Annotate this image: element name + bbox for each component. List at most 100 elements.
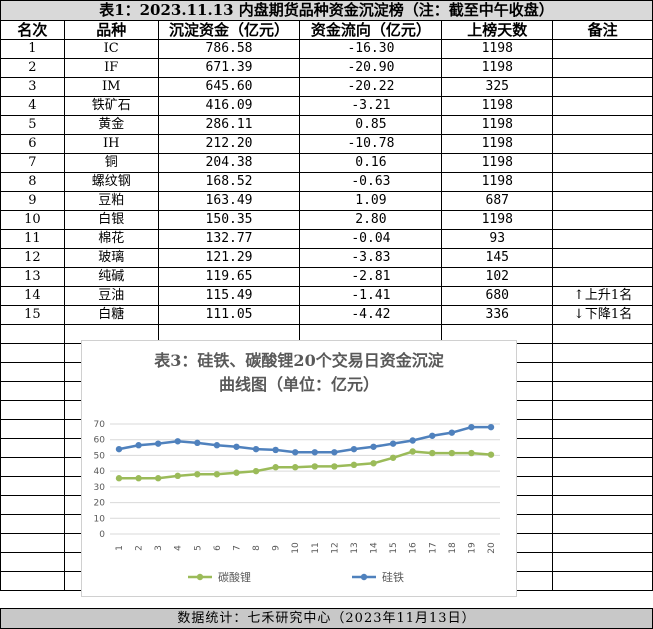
data-point — [331, 463, 338, 470]
header-row: 名次 品种 沉淀资金（亿元） 资金流向（亿元） 上榜天数 备注 — [0, 20, 653, 40]
table-row: 8 螺纹钢 168.52 -0.63 1198 — [0, 172, 653, 192]
series-line — [119, 450, 492, 480]
note-cell — [552, 58, 653, 78]
name-cell: 玻璃 — [63, 248, 159, 268]
note-cell — [552, 96, 653, 116]
fund-cell: 786.58 — [157, 39, 301, 59]
x-tick-label: 6 — [213, 545, 223, 551]
fund-cell: 163.49 — [157, 191, 301, 211]
flow-cell: 0.16 — [299, 153, 443, 173]
empty-cell — [0, 362, 65, 382]
line-chart: 表3：硅铁、碳酸锂20个交易日资金沉淀 曲线图（单位：亿元） 0 10 20 30 40… — [81, 340, 517, 597]
fund-cell: 671.39 — [157, 58, 301, 78]
data-point — [292, 449, 299, 456]
table-row: 15 白糖 111.05 -4.42 336 ↓下降1名 — [0, 305, 653, 325]
column-header: 上榜天数 — [441, 20, 554, 40]
column-header: 品种 — [63, 20, 159, 40]
empty-cell — [552, 362, 653, 382]
fund-cell: 645.60 — [157, 77, 301, 97]
name-cell: 铜 — [63, 153, 159, 173]
y-tick-label: 40 — [94, 467, 106, 477]
data-point — [389, 454, 397, 461]
arrow-up-icon: ↑ — [573, 288, 585, 303]
empty-cell — [0, 324, 65, 344]
arrow-down-icon: ↓ — [573, 307, 585, 322]
flow-cell: -2.81 — [299, 267, 443, 287]
rank-cell: 9 — [0, 191, 65, 211]
data-point — [468, 423, 475, 431]
footer-source: 数据统计：七禾研究中心（2023年11月13日） — [0, 608, 653, 629]
fund-cell: 168.52 — [157, 172, 301, 192]
empty-cell — [0, 495, 65, 515]
data-point — [252, 467, 260, 475]
empty-cell — [552, 438, 653, 458]
data-point — [429, 449, 436, 457]
data-point — [233, 469, 240, 476]
note-text: 下降1名 — [584, 307, 633, 322]
data-point — [272, 446, 279, 454]
data-point — [115, 445, 123, 453]
data-point — [194, 471, 201, 478]
days-cell: 1198 — [441, 153, 554, 173]
column-header: 备注 — [552, 20, 653, 40]
rank-cell: 7 — [0, 153, 65, 173]
empty-cell — [0, 457, 65, 477]
x-tick-label: 5 — [193, 545, 203, 551]
empty-cell — [552, 495, 653, 515]
empty-cell — [0, 381, 65, 401]
name-cell: 白糖 — [63, 305, 159, 325]
data-point — [154, 440, 162, 447]
x-tick-label: 15 — [389, 542, 399, 553]
data-point — [350, 461, 358, 469]
x-tick-label: 9 — [272, 545, 282, 551]
x-tick-label: 14 — [370, 542, 380, 554]
data-point — [331, 449, 338, 456]
empty-cell — [0, 343, 65, 363]
days-cell: 1198 — [441, 39, 554, 59]
name-cell: 白银 — [63, 210, 159, 230]
data-point — [429, 432, 436, 439]
fund-cell: 119.65 — [157, 267, 301, 287]
fund-cell: 150.35 — [157, 210, 301, 230]
data-point — [311, 449, 318, 456]
table-row: 12 玻璃 121.29 -3.83 145 — [0, 248, 653, 268]
empty-cell — [552, 571, 653, 591]
days-cell: 336 — [441, 305, 554, 325]
table-row: 10 白银 150.35 2.80 1198 — [0, 210, 653, 230]
series-line — [118, 425, 491, 454]
data-point — [135, 475, 142, 482]
note-cell — [552, 229, 653, 249]
x-tick-label: 12 — [330, 542, 340, 553]
fund-cell: 286.11 — [157, 115, 301, 135]
legend-marker — [196, 573, 204, 581]
fund-cell: 115.49 — [157, 286, 301, 306]
table-title: 表1：2023.11.13 内盘期货品种资金沉淀榜（注：截至中午收盘） — [0, 0, 653, 21]
x-tick-label: 7 — [232, 545, 242, 551]
name-cell: 豆油 — [63, 286, 159, 306]
empty-cell — [0, 514, 65, 534]
x-tick-label: 3 — [154, 545, 164, 551]
data-point — [389, 440, 397, 447]
name-cell: IC — [63, 39, 159, 59]
table-row: 4 铁矿石 416.09 -3.21 1198 — [0, 96, 653, 116]
table-row: 1 IC 786.58 -16.30 1198 — [0, 39, 653, 59]
empty-cell — [552, 533, 653, 553]
empty-cell — [0, 419, 65, 439]
days-cell: 93 — [441, 229, 554, 249]
empty-cell — [552, 343, 653, 363]
data-point — [213, 471, 221, 478]
data-point — [448, 429, 456, 436]
data-point — [311, 463, 318, 470]
fund-cell: 132.77 — [157, 229, 301, 249]
flow-cell: -3.21 — [299, 96, 443, 116]
legend-marker — [360, 573, 368, 581]
flow-cell: -0.04 — [299, 229, 443, 249]
data-point — [487, 423, 495, 431]
data-point — [115, 475, 123, 482]
x-tick-label: 4 — [174, 545, 184, 551]
days-cell: 1198 — [441, 58, 554, 78]
note-cell — [552, 134, 653, 154]
data-point — [194, 439, 201, 447]
